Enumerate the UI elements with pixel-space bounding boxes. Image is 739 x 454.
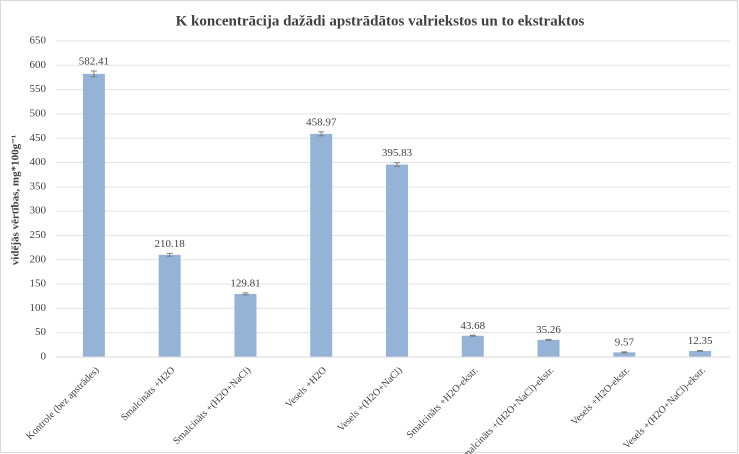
- y-axis-label: vidējās vērtības, mg*100g⁻¹: [10, 135, 22, 265]
- error-bar: [697, 350, 704, 352]
- error-bar: [469, 334, 476, 337]
- error-bar: [90, 70, 97, 78]
- y-tick-label: 550: [30, 83, 47, 95]
- bar: [689, 350, 712, 357]
- y-tick-label: 0: [41, 351, 47, 363]
- data-label: 129.81: [230, 277, 260, 289]
- data-label: 12.35: [688, 335, 713, 347]
- data-label: 43.68: [460, 320, 485, 332]
- error-bar: [545, 338, 552, 341]
- y-tick-label: 500: [30, 107, 47, 119]
- bar: [537, 339, 560, 357]
- bar: [82, 73, 105, 358]
- bar: [461, 335, 484, 357]
- y-tick-label: 150: [30, 278, 47, 290]
- bar: [613, 352, 636, 357]
- data-label: 395.83: [382, 147, 413, 159]
- data-label: 582.41: [79, 55, 109, 67]
- y-tick-label: 300: [30, 205, 47, 217]
- y-tick-label: 50: [35, 326, 47, 338]
- data-label: 35.26: [536, 324, 561, 336]
- chart-title: K koncentrācija dažādi apstrādātos valri…: [176, 13, 585, 29]
- error-bar: [166, 252, 173, 257]
- data-label: 9.57: [615, 336, 635, 348]
- error-bar: [318, 131, 325, 137]
- bar: [158, 254, 181, 357]
- error-bar: [242, 292, 249, 296]
- y-tick-label: 400: [30, 156, 47, 168]
- bar: [234, 293, 257, 357]
- y-tick-label: 600: [30, 59, 47, 71]
- bar: [386, 164, 408, 357]
- bar: [310, 133, 333, 357]
- y-tick-label: 650: [30, 35, 47, 47]
- y-tick-label: 350: [30, 180, 47, 192]
- y-tick-label: 100: [30, 302, 47, 314]
- y-tick-label: 200: [30, 253, 47, 265]
- data-label: 458.97: [306, 116, 337, 128]
- y-tick-label: 250: [30, 229, 47, 241]
- error-bar: [394, 162, 400, 168]
- error-bar: [621, 351, 628, 354]
- y-tick-label: 450: [30, 132, 47, 144]
- data-label: 210.18: [155, 238, 186, 250]
